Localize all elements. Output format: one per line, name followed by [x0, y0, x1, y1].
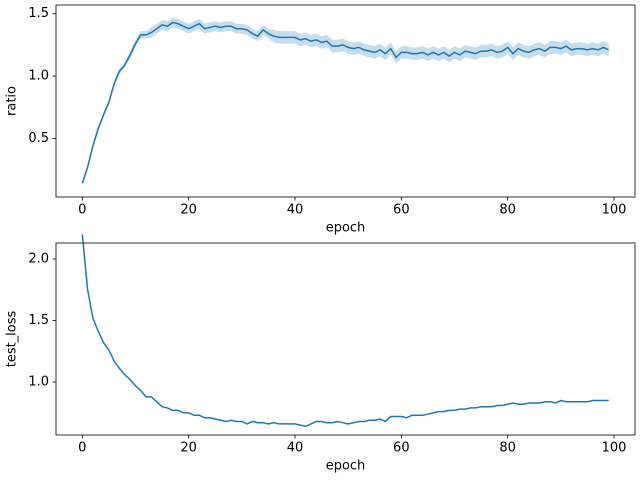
- y-tick-label: 1.5: [28, 6, 49, 21]
- x-tick-label: 0: [78, 441, 86, 456]
- x-tick-label: 40: [287, 203, 304, 218]
- x-axis-label: epoch: [326, 459, 366, 474]
- x-tick-label: 20: [180, 441, 197, 456]
- axes-frame: [55, 4, 636, 198]
- y-tick-label: 2.0: [28, 252, 49, 267]
- x-tick-label: 40: [287, 441, 304, 456]
- y-tick-label: 1.0: [28, 69, 49, 84]
- x-tick-label: 0: [78, 203, 86, 218]
- x-axis-label: epoch: [326, 221, 366, 236]
- confidence-band: [82, 17, 609, 186]
- y-tick-label: 0.5: [28, 131, 49, 146]
- x-tick-label: 80: [499, 203, 516, 218]
- axes-frame: [55, 242, 636, 436]
- y-tick-label: 1.5: [28, 313, 49, 328]
- y-axis-label: test_loss: [5, 310, 20, 367]
- y-tick-label: 1.0: [28, 375, 49, 390]
- x-tick-label: 60: [393, 441, 410, 456]
- y-axis-label: ratio: [5, 86, 20, 116]
- x-tick-label: 20: [180, 203, 197, 218]
- x-tick-label: 60: [393, 203, 410, 218]
- line: [81, 234, 609, 428]
- x-tick-label: 100: [602, 441, 627, 456]
- x-tick-label: 100: [602, 203, 627, 218]
- line: [81, 21, 610, 184]
- x-tick-label: 80: [499, 441, 516, 456]
